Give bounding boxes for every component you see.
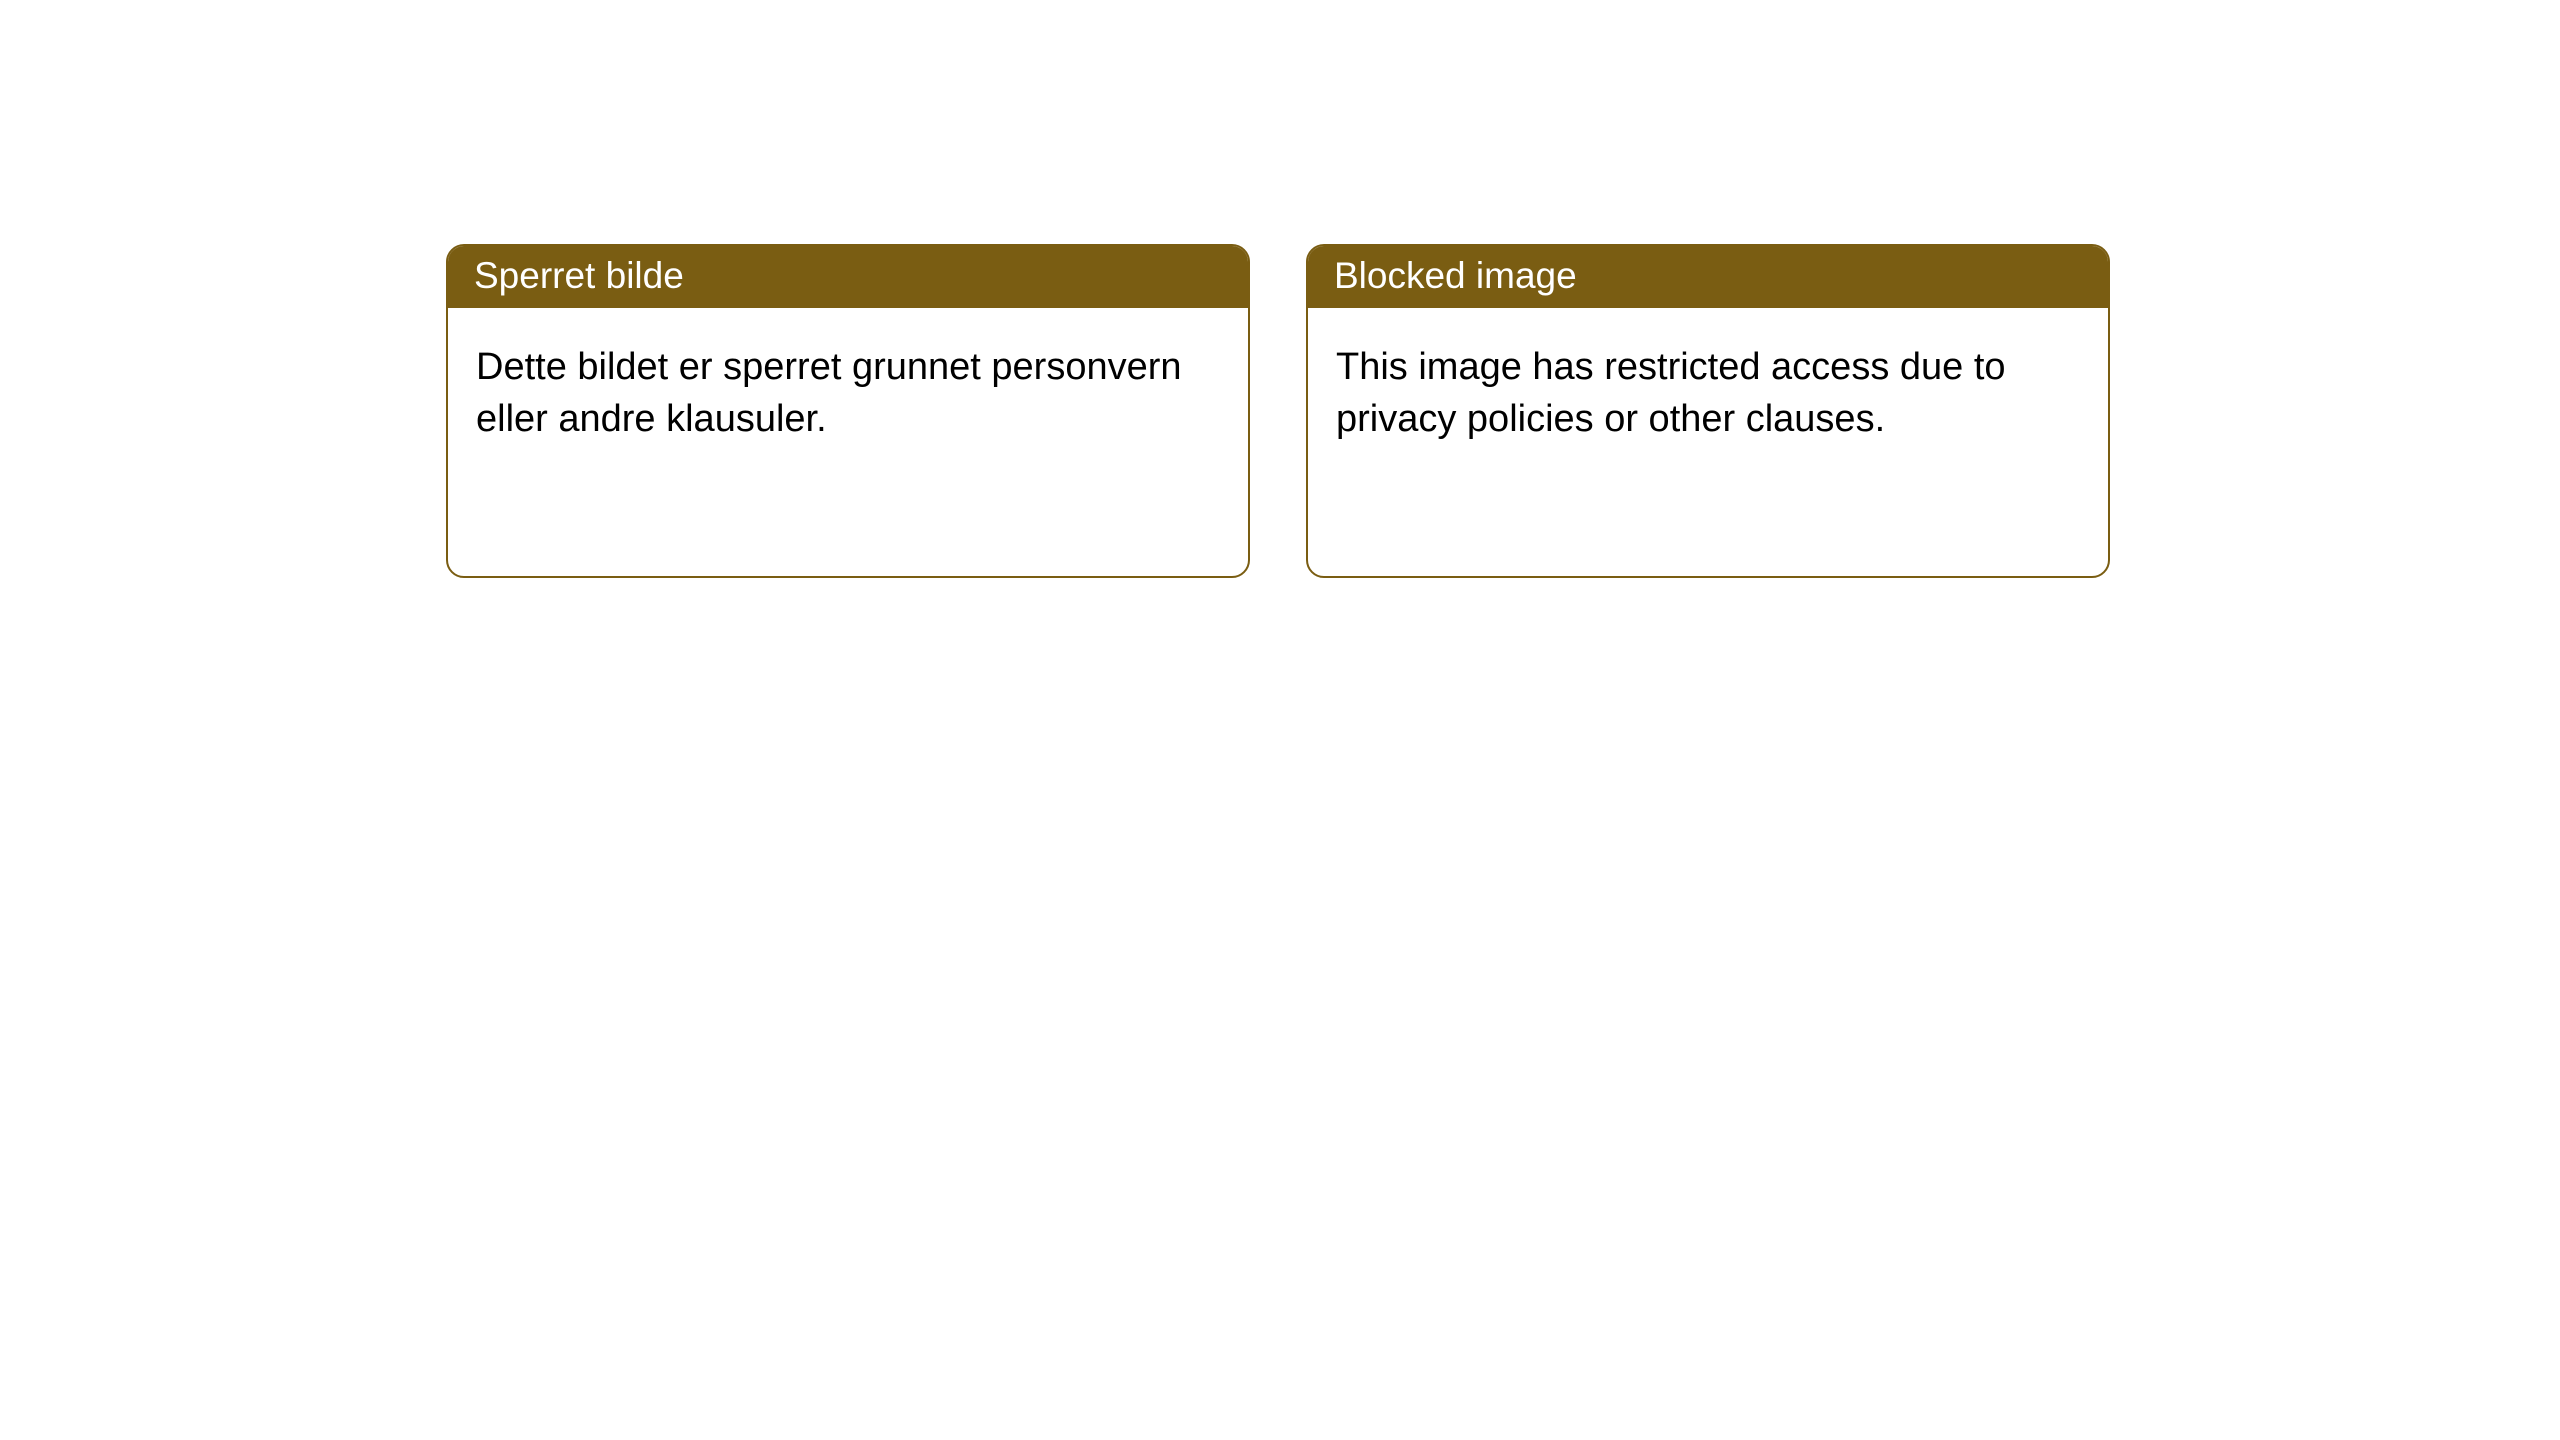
card-header-en: Blocked image — [1308, 246, 2108, 308]
card-text-no: Dette bildet er sperret grunnet personve… — [476, 346, 1182, 439]
card-title-no: Sperret bilde — [474, 255, 684, 296]
blocked-image-card-no: Sperret bilde Dette bildet er sperret gr… — [446, 244, 1250, 578]
card-text-en: This image has restricted access due to … — [1336, 346, 2006, 439]
blocked-image-card-en: Blocked image This image has restricted … — [1306, 244, 2110, 578]
card-body-no: Dette bildet er sperret grunnet personve… — [448, 308, 1248, 473]
card-body-en: This image has restricted access due to … — [1308, 308, 2108, 473]
notice-container: Sperret bilde Dette bildet er sperret gr… — [0, 0, 2560, 578]
card-title-en: Blocked image — [1334, 255, 1577, 296]
card-header-no: Sperret bilde — [448, 246, 1248, 308]
